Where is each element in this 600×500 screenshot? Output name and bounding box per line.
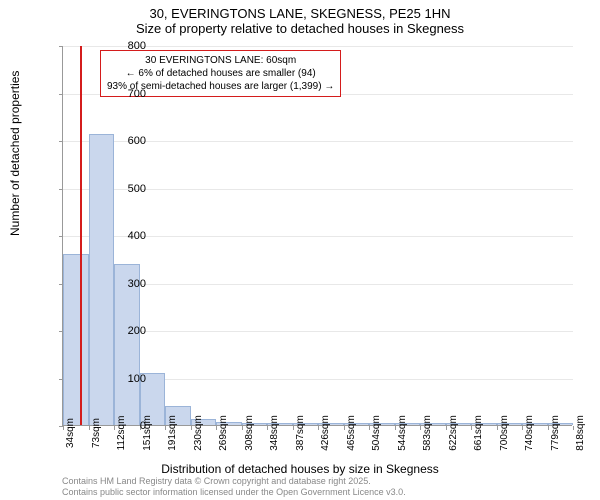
xtick-label: 191sqm: [167, 415, 178, 451]
xtick-label: 583sqm: [422, 415, 433, 451]
xtick-mark: [114, 426, 115, 430]
ytick-label: 700: [116, 88, 146, 100]
ytick-mark: [59, 141, 63, 142]
ytick-label: 400: [116, 230, 146, 242]
ytick-label: 800: [116, 40, 146, 52]
histogram-bar: [63, 254, 89, 425]
histogram-bar: [89, 134, 115, 425]
xtick-label: 661sqm: [473, 415, 484, 451]
y-axis-label: Number of detached properties: [8, 71, 22, 236]
xtick-label: 740sqm: [524, 415, 535, 451]
x-axis-label: Distribution of detached houses by size …: [0, 462, 600, 476]
xtick-label: 818sqm: [575, 415, 586, 451]
xtick-mark: [395, 426, 396, 430]
xtick-label: 308sqm: [244, 415, 255, 451]
xtick-mark: [522, 426, 523, 430]
xtick-mark: [216, 426, 217, 430]
xtick-mark: [548, 426, 549, 430]
reference-line: [80, 46, 82, 425]
xtick-mark: [63, 426, 64, 430]
xtick-label: 230sqm: [193, 415, 204, 451]
footer-line2: Contains public sector information licen…: [62, 487, 406, 498]
xtick-label: 387sqm: [295, 415, 306, 451]
ytick-label: 100: [116, 373, 146, 385]
ytick-label: 300: [116, 278, 146, 290]
xtick-mark: [89, 426, 90, 430]
xtick-mark: [369, 426, 370, 430]
info-line1: 30 EVERINGTONS LANE: 60sqm: [107, 54, 334, 67]
xtick-mark: [344, 426, 345, 430]
xtick-label: 544sqm: [397, 415, 408, 451]
xtick-label: 269sqm: [218, 415, 229, 451]
xtick-label: 34sqm: [65, 418, 76, 448]
xtick-label: 504sqm: [371, 415, 382, 451]
xtick-mark: [165, 426, 166, 430]
xtick-mark: [242, 426, 243, 430]
ytick-mark: [59, 189, 63, 190]
ytick-mark: [59, 46, 63, 47]
ytick-mark: [59, 94, 63, 95]
xtick-label: 112sqm: [116, 416, 127, 451]
xtick-label: 465sqm: [346, 415, 357, 451]
xtick-mark: [293, 426, 294, 430]
footer: Contains HM Land Registry data © Crown c…: [62, 476, 406, 498]
xtick-label: 348sqm: [269, 415, 280, 451]
ytick-label: 500: [116, 183, 146, 195]
xtick-mark: [471, 426, 472, 430]
ytick-mark: [59, 236, 63, 237]
title-line2: Size of property relative to detached ho…: [0, 21, 600, 40]
footer-line1: Contains HM Land Registry data © Crown c…: [62, 476, 406, 487]
xtick-mark: [420, 426, 421, 430]
xtick-mark: [191, 426, 192, 430]
chart-container: 30, EVERINGTONS LANE, SKEGNESS, PE25 1HN…: [0, 0, 600, 500]
xtick-label: 426sqm: [320, 415, 331, 451]
ytick-label: 600: [116, 135, 146, 147]
xtick-label: 151sqm: [142, 415, 153, 451]
xtick-mark: [267, 426, 268, 430]
info-line2: ← 6% of detached houses are smaller (94): [107, 67, 334, 80]
title-line1: 30, EVERINGTONS LANE, SKEGNESS, PE25 1HN: [0, 0, 600, 21]
xtick-mark: [573, 426, 574, 430]
xtick-label: 779sqm: [550, 415, 561, 451]
xtick-label: 73sqm: [91, 418, 102, 448]
xtick-mark: [446, 426, 447, 430]
xtick-mark: [497, 426, 498, 430]
xtick-label: 622sqm: [448, 415, 459, 451]
xtick-label: 700sqm: [499, 415, 510, 451]
ytick-label: 200: [116, 325, 146, 337]
xtick-mark: [318, 426, 319, 430]
